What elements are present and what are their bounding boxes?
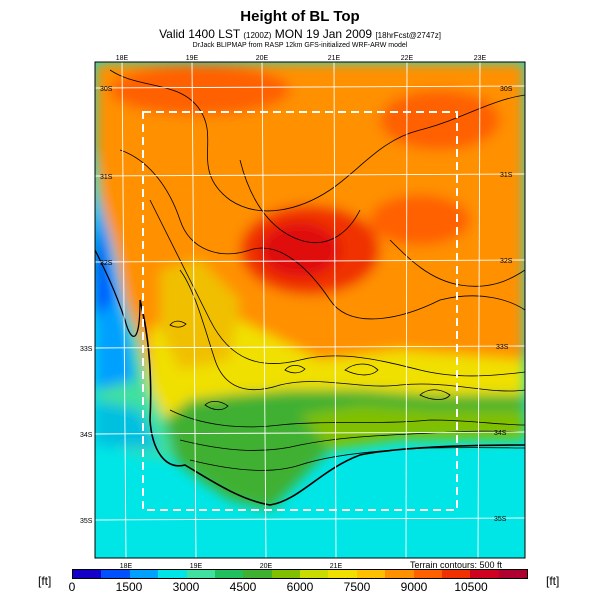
top-lon-label: 22E	[401, 55, 414, 62]
colorbar-swatch	[101, 570, 130, 578]
colorbar-swatch	[413, 570, 442, 578]
left-lat-label: 34S	[80, 432, 93, 439]
colorbar-swatch	[385, 570, 414, 578]
valid-date: MON 19 Jan 2009	[274, 27, 373, 41]
colorbar-swatch	[300, 570, 329, 578]
colorbar-label: 3000	[172, 580, 200, 594]
colorbar-label: 6000	[286, 580, 314, 594]
colorbar-swatch	[129, 570, 159, 578]
unit-right: [ft]	[546, 574, 560, 588]
left-lat-label: 35S	[80, 518, 93, 525]
bottom-lon-label: 20E	[260, 563, 273, 570]
colorbar-swatch	[214, 570, 244, 578]
bottom-lon-label: 18E	[120, 563, 133, 570]
colorbar-label: 1500	[115, 580, 143, 594]
top-lon-label: 20E	[256, 55, 269, 62]
colorbar-label: 0	[68, 580, 76, 594]
right-lat-label: 30S	[500, 86, 513, 93]
right-lat-label: 33S	[496, 344, 509, 351]
left-lat-label: 31S	[100, 174, 113, 181]
right-lat-label: 35S	[494, 516, 507, 523]
west-coastline	[95, 249, 141, 337]
colorbar-swatch	[498, 570, 527, 578]
colorbar-swatch	[356, 570, 386, 578]
colorbar-swatch	[328, 570, 357, 578]
unit-left: [ft]	[38, 574, 52, 588]
colorbar-swatch	[73, 570, 102, 578]
bottom-lon-label: 21E	[330, 563, 343, 570]
right-lat-label: 31S	[500, 172, 513, 179]
colorbar-label: 9000	[400, 580, 428, 594]
right-lat-label: 34S	[494, 430, 507, 437]
colorbar-label: 10500	[454, 580, 488, 594]
terrain-contour-note: Terrain contours: 500 ft	[409, 560, 502, 570]
top-lon-label: 23E	[474, 55, 487, 62]
colorbar-swatch	[243, 570, 272, 578]
grid-lines	[95, 62, 525, 558]
colorbar-swatch	[186, 570, 215, 578]
bottom-lon-label: 19E	[190, 563, 203, 570]
top-lon-label: 19E	[186, 55, 199, 62]
left-lat-label: 33S	[80, 346, 93, 353]
colorbar-swatch	[470, 570, 499, 578]
top-lon-label: 21E	[328, 55, 341, 62]
plot-frame	[94, 61, 526, 559]
colorbar-label: 7500	[343, 580, 371, 594]
top-lon-label: 18E	[116, 55, 129, 62]
forecast-info: [18hrFcst@2747z]	[375, 31, 441, 40]
map-title: Height of BL Top	[240, 8, 360, 25]
inner-domain-box	[142, 111, 458, 511]
colorbar-swatch	[441, 570, 471, 578]
valid-time: Valid 1400 LST	[159, 27, 241, 41]
colorbar	[72, 569, 528, 579]
right-lat-label: 32S	[500, 258, 513, 265]
field-layer	[95, 62, 525, 558]
model-credit: DrJack BLIPMAP from RASP 12km GFS-initia…	[192, 42, 408, 49]
colorbar-swatch	[158, 570, 187, 578]
colorbar-swatch	[271, 570, 300, 578]
left-lat-label: 30S	[100, 86, 113, 93]
utc-time: (1200Z)	[243, 31, 272, 40]
terrain-contours	[109, 69, 525, 471]
left-lat-label: 32S	[100, 260, 113, 267]
coastline	[139, 299, 525, 506]
map-subtitle: Valid 1400 LST (1200Z) MON 19 Jan 2009 […	[0, 27, 600, 41]
colorbar-label: 4500	[229, 580, 257, 594]
